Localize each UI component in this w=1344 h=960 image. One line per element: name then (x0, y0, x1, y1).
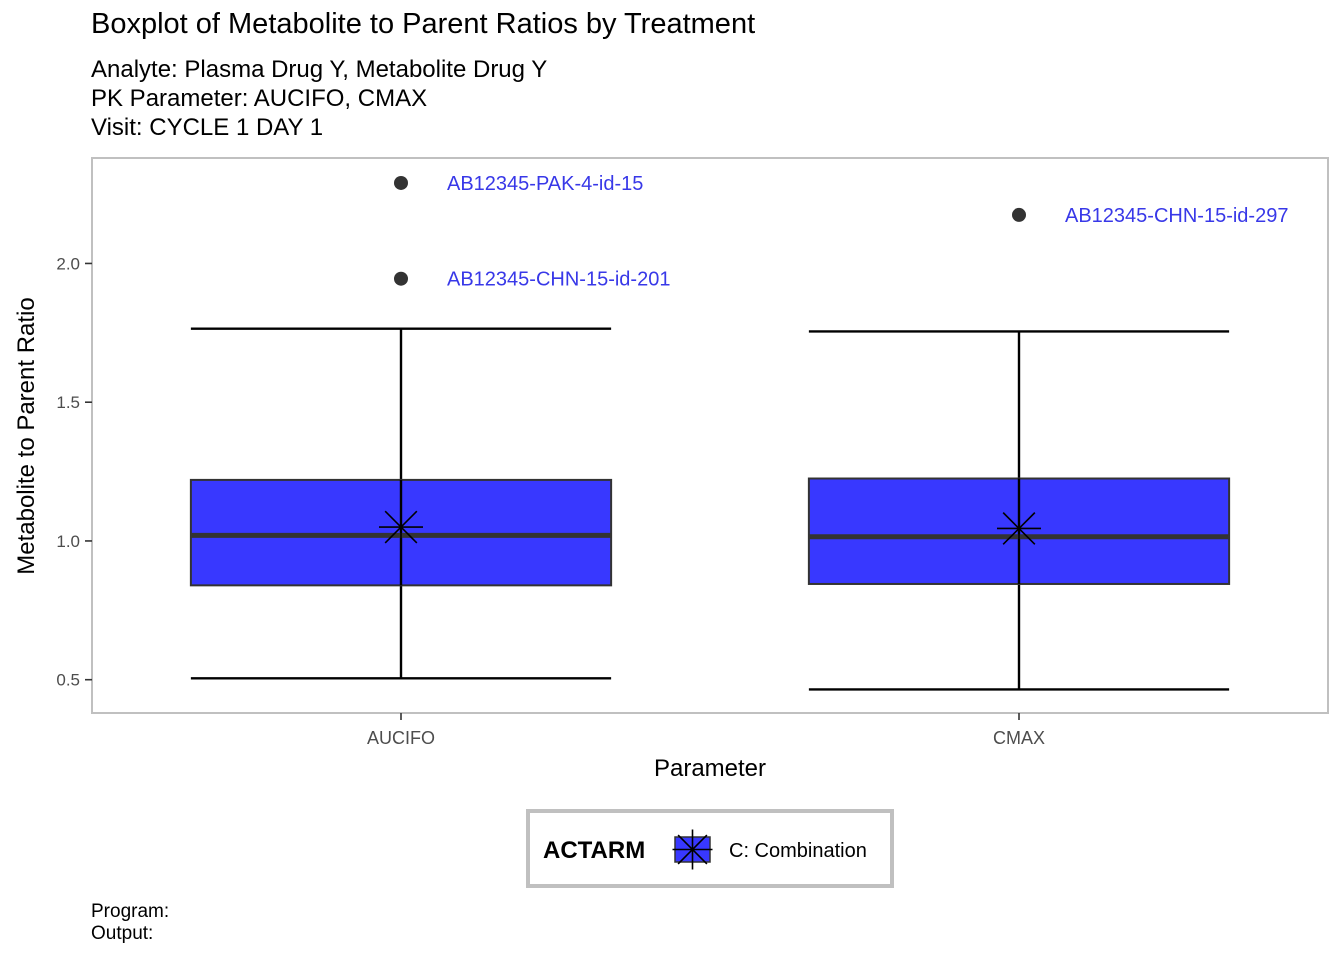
boxes-layer: AB12345-PAK-4-id-15 AB12345-CHN-15-id-201… (189, 173, 1288, 691)
subtitle-visit: Visit: CYCLE 1 DAY 1 (91, 114, 324, 141)
legend-asterisk-glyph (672, 829, 713, 870)
footer-output: Output: (91, 923, 154, 944)
footer-program: Program: (91, 901, 170, 922)
outlier-label: AB12345-CHN-15-id-201 (447, 269, 670, 291)
x-tick-label: CMAX (993, 728, 1045, 748)
mean-marker (379, 505, 423, 550)
legend: ACTARM C: Combination (526, 809, 894, 888)
outlier-point (1012, 207, 1026, 222)
mean-marker (997, 506, 1041, 551)
box-aucifo: AB12345-PAK-4-id-15 AB12345-CHN-15-id-201 (189, 173, 670, 680)
x-axis-label: Parameter (654, 755, 766, 782)
plot-panel (91, 157, 1329, 714)
outlier-label: AB12345-CHN-15-id-297 (1065, 205, 1288, 227)
outlier-point (394, 271, 408, 286)
y-axis: 0.5 1.0 1.5 2.0 (56, 254, 92, 690)
subtitle-pk-parameter: PK Parameter: AUCIFO, CMAX (91, 85, 428, 112)
legend-title: ACTARM (543, 837, 645, 864)
y-tick-label: 1.0 (56, 532, 80, 551)
outlier-point (394, 175, 408, 190)
legend-entry-label: C: Combination (729, 840, 867, 862)
legend-asterisk-icon (672, 829, 713, 870)
x-tick-label: AUCIFO (367, 728, 435, 748)
box-cmax: AB12345-CHN-15-id-297 (807, 205, 1288, 691)
chart-title: Boxplot of Metabolite to Parent Ratios b… (91, 8, 756, 40)
subtitle-analyte: Analyte: Plasma Drug Y, Metabolite Drug … (91, 56, 548, 83)
outlier-label: AB12345-PAK-4-id-15 (447, 173, 643, 195)
y-tick-label: 2.0 (56, 254, 80, 273)
y-tick-label: 0.5 (56, 671, 80, 690)
y-axis-label: Metabolite to Parent Ratio (13, 297, 40, 575)
y-tick-label: 1.5 (56, 393, 80, 412)
x-axis: AUCIFO CMAX (367, 713, 1045, 748)
